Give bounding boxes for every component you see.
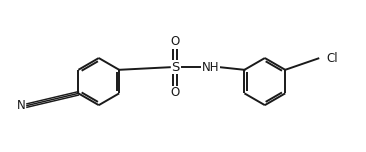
Text: Cl: Cl <box>326 52 338 65</box>
Text: O: O <box>171 86 180 99</box>
Text: O: O <box>171 35 180 48</box>
Text: S: S <box>171 61 180 74</box>
Text: N: N <box>17 99 26 112</box>
Text: NH: NH <box>202 61 219 74</box>
